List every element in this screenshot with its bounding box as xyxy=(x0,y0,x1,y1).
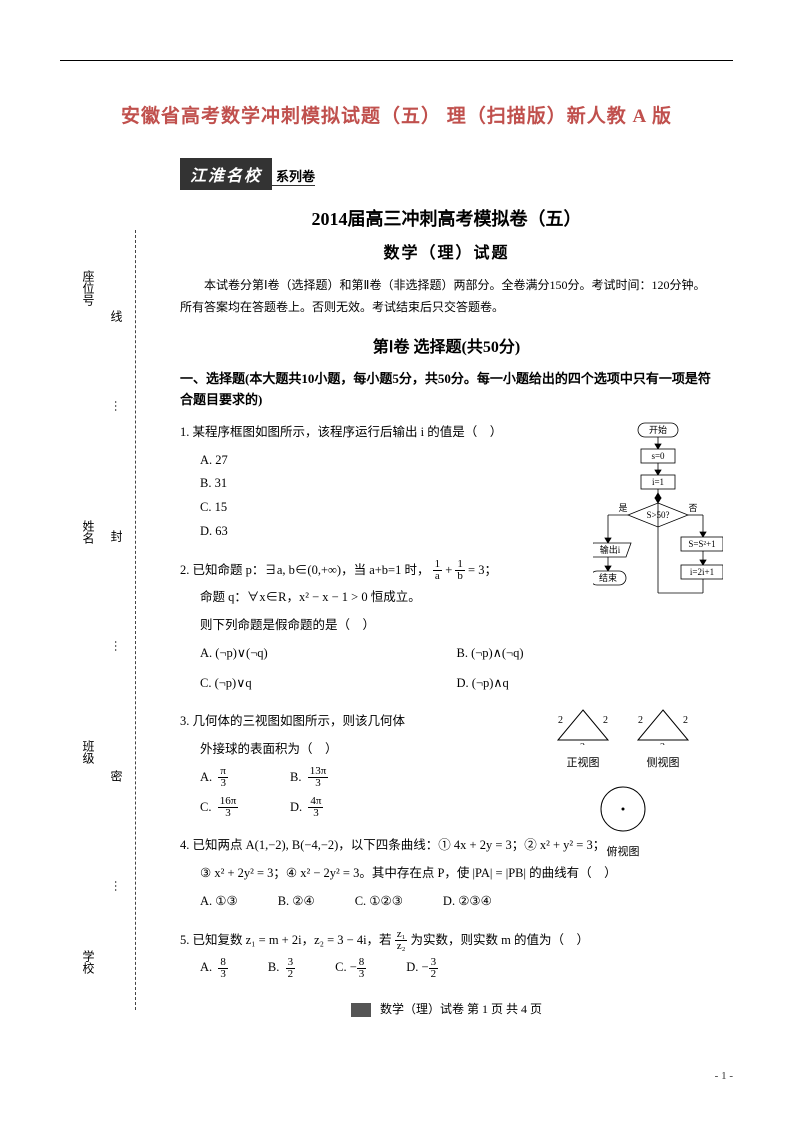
q2-opt-c: C. (¬p)∨q xyxy=(200,672,457,696)
q1-num: 1. xyxy=(180,425,189,439)
q4-opt-a: A. ①③ xyxy=(200,890,238,914)
section-title: 第Ⅰ卷 选择题(共50分) xyxy=(180,333,713,357)
q2-opt-b: B. (¬p)∧(¬q) xyxy=(457,642,714,666)
exam-subtitle: 数学（理）试题 xyxy=(180,239,713,263)
svg-text:2: 2 xyxy=(638,715,643,726)
q2-stem2: 命题 q：∀x∈R，x² − x − 1 > 0 恒成立。 xyxy=(180,586,713,610)
binding-char-feng: 封 xyxy=(108,530,125,542)
binding-dots: ··· xyxy=(108,640,123,652)
label-class: 班级 xyxy=(80,740,97,764)
q5-stem-a: 已知复数 z₁ = m + 2i，z₂ = 3 − 4i，若 xyxy=(193,933,395,947)
q3-stem: 几何体的三视图如图所示，则该几何体 xyxy=(193,714,406,728)
exam-title: 2014届高三冲刺高考模拟卷（五） xyxy=(180,205,713,231)
q2-options: A. (¬p)∨(¬q) B. (¬p)∧(¬q) C. (¬p)∨q D. (… xyxy=(180,642,713,696)
side-view: 222 侧视图 xyxy=(633,705,693,774)
question-4: 4. 已知两点 A(1,−2), B(−4,−2)，以下四条曲线：① 4x + … xyxy=(180,834,713,913)
q2-num: 2. xyxy=(180,563,189,577)
q2-opt-d: D. (¬p)∧q xyxy=(457,672,714,696)
q4-opt-d: D. ②③④ xyxy=(443,890,492,914)
svg-text:2: 2 xyxy=(683,715,688,726)
q5-opt-b: B. 32 xyxy=(268,956,295,980)
front-view: 222 正视图 xyxy=(553,705,613,774)
label-seat: 座位号 xyxy=(80,270,97,306)
series-badge: 江淮名校系列卷 xyxy=(180,158,713,190)
svg-text:2: 2 xyxy=(660,742,665,745)
binding-dots: ··· xyxy=(108,880,123,892)
q4-options: A. ①③ B. ②④ C. ①②③ D. ②③④ xyxy=(180,890,713,914)
q2-stem-b: = 3； xyxy=(468,563,497,577)
part-title: 一、选择题(本大题共10小题，每小题5分，共50分。每一小题给出的四个选项中只有… xyxy=(180,369,713,411)
binding-dashed-line xyxy=(135,230,136,1010)
question-2: 2. 已知命题 p：∃a, b∈(0,+∞)，当 a+b=1 时， 1a + 1… xyxy=(180,559,713,696)
svg-text:2: 2 xyxy=(603,715,608,726)
q3-num: 3. xyxy=(180,714,189,728)
binding-margin: 座位号 姓名 班级 学校 线 封 密 ··· ··· ··· xyxy=(120,230,150,1010)
q3-opt-b: B. 13π3 xyxy=(290,766,380,790)
q5-num: 5. xyxy=(180,933,189,947)
q5-opt-d: D. −32 xyxy=(406,956,438,980)
q3-options: A. π3 B. 13π3 C. 16π3 D. 4π3 xyxy=(180,766,380,820)
binding-labels: 座位号 姓名 班级 学校 线 封 密 ··· ··· ··· xyxy=(60,230,110,1010)
content-area: 江淮名校系列卷 2014届高三冲刺高考模拟卷（五） 数学（理）试题 本试卷分第Ⅰ… xyxy=(180,158,713,1017)
svg-text:否: 否 xyxy=(688,503,697,513)
q2-opt-a: A. (¬p)∨(¬q) xyxy=(200,642,457,666)
label-name: 姓名 xyxy=(80,520,97,544)
q4-stem: 已知两点 A(1,−2), B(−4,−2)，以下四条曲线：① 4x + 2y … xyxy=(193,838,606,852)
svg-text:开始: 开始 xyxy=(649,424,667,435)
question-1: 1. 某程序框图如图所示，该程序运行后输出 i 的值是（ ） A. 27 B. … xyxy=(180,421,713,544)
exam-instructions: 本试卷分第Ⅰ卷（选择题）和第Ⅱ卷（非选择题）两部分。全卷满分150分。考试时间：… xyxy=(180,275,713,318)
page-footer: 数学（理）试卷 第 1 页 共 4 页 xyxy=(180,1000,713,1017)
document-title: 安徽省高考数学冲刺模拟试题（五） 理（扫描版）新人教 A 版 xyxy=(60,101,733,128)
question-3: 3. 几何体的三视图如图所示，则该几何体 外接球的表面积为（ ） A. π3 B… xyxy=(180,710,713,819)
page-number: - 1 - xyxy=(715,1070,733,1082)
footer-icon xyxy=(351,1003,371,1017)
q2-stem-a: 已知命题 p：∃a, b∈(0,+∞)，当 a+b=1 时， xyxy=(193,563,430,577)
svg-text:s=0: s=0 xyxy=(651,451,665,461)
q3-opt-a: A. π3 xyxy=(200,766,290,790)
svg-text:输出i: 输出i xyxy=(600,544,621,555)
q4-opt-b: B. ②④ xyxy=(278,890,315,914)
q5-opt-a: A. 83 xyxy=(200,956,228,980)
label-school: 学校 xyxy=(80,950,97,974)
svg-text:是: 是 xyxy=(618,503,627,513)
svg-text:2: 2 xyxy=(580,742,585,745)
svg-text:S=S²+1: S=S²+1 xyxy=(688,539,715,549)
q1-stem: 某程序框图如图所示，该程序运行后输出 i 的值是（ ） xyxy=(193,425,503,439)
footer-text: 数学（理）试卷 第 1 页 共 4 页 xyxy=(380,1002,542,1016)
q3-opt-d: D. 4π3 xyxy=(290,796,380,820)
q2-stem3: 则下列命题是假命题的是（ ） xyxy=(180,614,713,638)
q5-options: A. 83 B. 32 C. −83 D. −32 xyxy=(180,956,713,980)
q5-opt-c: C. −83 xyxy=(335,956,366,980)
q5-stem-b: 为实数，则实数 m 的值为（ ） xyxy=(411,933,589,947)
question-5: 5. 已知复数 z₁ = m + 2i，z₂ = 3 − 4i，若 z₁z₂ 为… xyxy=(180,929,713,981)
svg-text:i=1: i=1 xyxy=(652,477,664,487)
q4-opt-c: C. ①②③ xyxy=(355,890,403,914)
badge-head: 江淮名校 xyxy=(180,158,272,190)
binding-char-mi: 密 xyxy=(108,770,125,782)
top-rule xyxy=(60,60,733,61)
q4-num: 4. xyxy=(180,838,189,852)
q4-stem2: ③ x² + 2y² = 3；④ x² − 2y² = 3。其中存在点 P，使 … xyxy=(180,862,713,886)
q3-opt-c: C. 16π3 xyxy=(200,796,290,820)
binding-char-line: 线 xyxy=(108,310,125,322)
binding-dots: ··· xyxy=(108,400,123,412)
badge-tail: 系列卷 xyxy=(272,166,315,186)
svg-text:2: 2 xyxy=(558,715,563,726)
